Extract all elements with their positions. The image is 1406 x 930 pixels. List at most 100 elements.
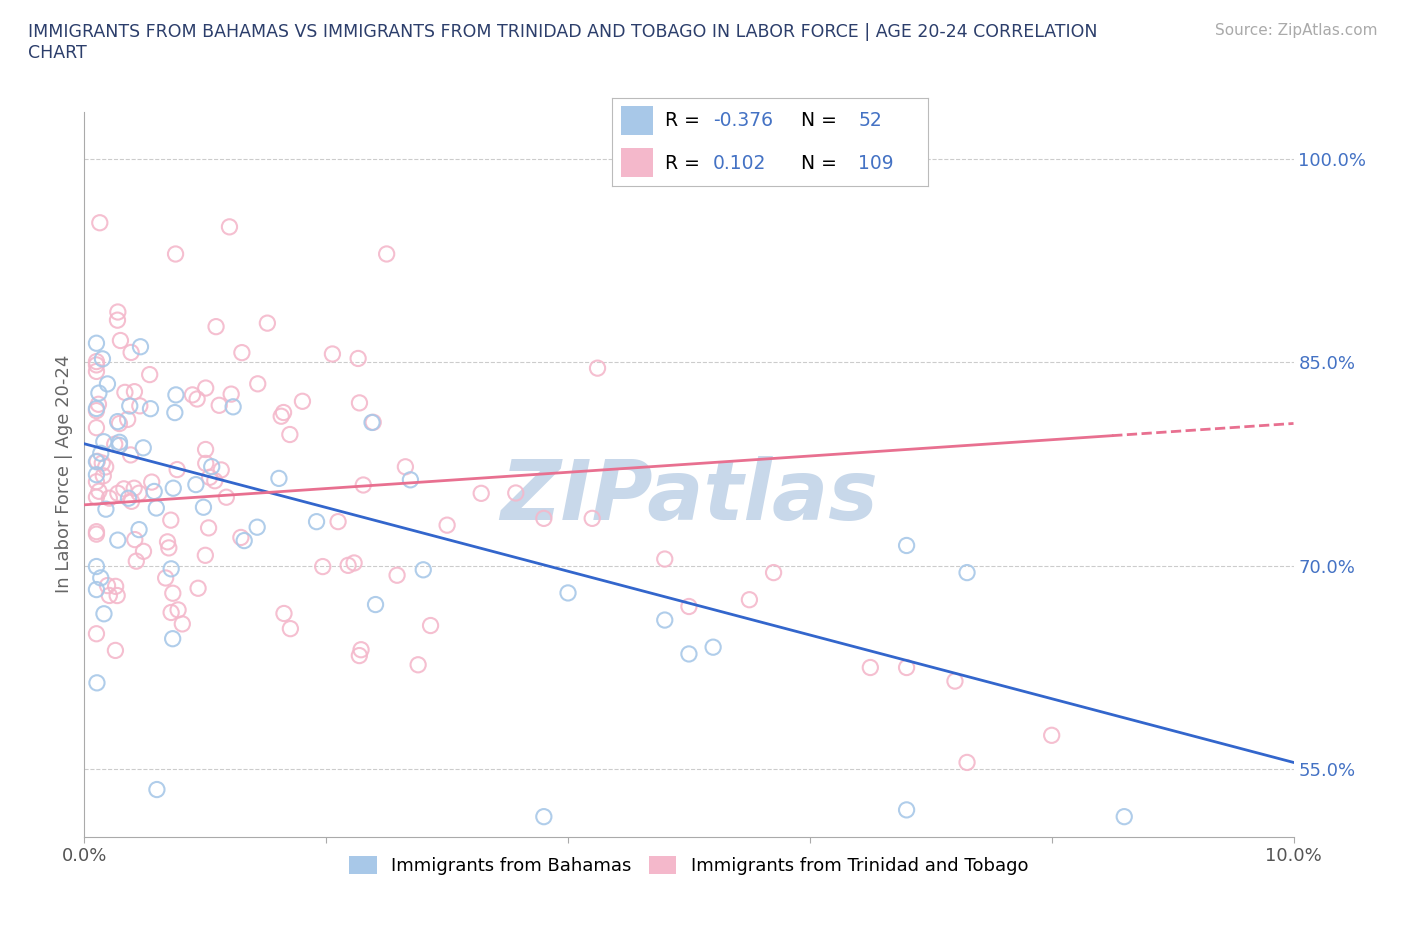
Point	[93, 434, 115, 449]
Point	[86, 404, 108, 418]
Point	[139, 401, 162, 416]
Point	[86, 559, 108, 574]
Point	[86, 364, 108, 379]
Point	[86, 336, 108, 351]
Point	[160, 605, 183, 620]
Text: Source: ZipAtlas.com: Source: ZipAtlas.com	[1215, 23, 1378, 38]
Point	[280, 621, 302, 636]
Point	[86, 357, 108, 372]
Point	[167, 603, 190, 618]
Point	[1040, 728, 1063, 743]
Point	[361, 415, 384, 430]
Point	[86, 454, 108, 469]
Point	[120, 345, 142, 360]
Point	[273, 606, 295, 621]
Point	[86, 526, 108, 541]
Point	[146, 782, 169, 797]
Point	[956, 565, 979, 580]
Point	[128, 485, 150, 500]
Point	[86, 525, 108, 539]
Point	[194, 442, 217, 457]
Point	[204, 473, 226, 488]
Point	[399, 472, 422, 487]
Point	[326, 514, 349, 529]
Point	[246, 377, 269, 392]
Point	[107, 304, 129, 319]
Bar	[621, 106, 652, 135]
Point	[246, 520, 269, 535]
Point	[86, 626, 108, 641]
Point	[86, 490, 108, 505]
Point	[96, 377, 118, 392]
Point	[86, 401, 108, 416]
Point	[229, 530, 252, 545]
Point	[215, 490, 238, 505]
Point	[165, 388, 187, 403]
Point	[86, 420, 108, 435]
Point	[163, 405, 186, 420]
Text: 109: 109	[858, 153, 894, 173]
Point	[267, 471, 290, 485]
Text: ZIPatlas: ZIPatlas	[501, 456, 877, 537]
Point	[162, 481, 184, 496]
Point	[107, 312, 129, 327]
Point	[124, 384, 146, 399]
Point	[94, 459, 117, 474]
Point	[117, 412, 139, 427]
Point	[121, 494, 143, 509]
Point	[172, 617, 194, 631]
Point	[256, 315, 278, 330]
Point	[205, 319, 228, 334]
Point	[859, 660, 882, 675]
Point	[132, 441, 155, 456]
Point	[581, 511, 603, 525]
Point	[222, 399, 245, 414]
Point	[86, 467, 108, 482]
Point	[364, 597, 387, 612]
Point	[702, 640, 724, 655]
Point	[347, 351, 370, 365]
Point	[231, 345, 253, 360]
Text: IMMIGRANTS FROM BAHAMAS VS IMMIGRANTS FROM TRINIDAD AND TOBAGO IN LABOR FORCE | : IMMIGRANTS FROM BAHAMAS VS IMMIGRANTS FR…	[28, 23, 1098, 62]
Point	[349, 395, 371, 410]
Point	[678, 646, 700, 661]
Point	[586, 361, 609, 376]
Point	[96, 578, 118, 593]
Point	[654, 613, 676, 628]
Point	[352, 478, 374, 493]
Point	[187, 581, 209, 596]
Point	[375, 246, 398, 261]
Point	[160, 562, 183, 577]
Point	[128, 398, 150, 413]
Point	[87, 386, 110, 401]
Point	[181, 388, 204, 403]
Point	[120, 447, 142, 462]
Bar	[621, 148, 652, 177]
Point	[143, 484, 166, 498]
Point	[86, 474, 108, 489]
Point	[305, 514, 328, 529]
Point	[291, 393, 314, 408]
Point	[132, 544, 155, 559]
Point	[129, 339, 152, 354]
Point	[505, 485, 527, 500]
Point	[278, 427, 301, 442]
Y-axis label: In Labor Force | Age 20-24: In Labor Force | Age 20-24	[55, 355, 73, 593]
Point	[138, 367, 160, 382]
Point	[159, 512, 181, 527]
Point	[193, 499, 215, 514]
Point	[896, 660, 918, 675]
Point	[105, 588, 128, 603]
Legend: Immigrants from Bahamas, Immigrants from Trinidad and Tobago: Immigrants from Bahamas, Immigrants from…	[342, 848, 1036, 883]
Text: R =: R =	[665, 111, 706, 130]
Point	[321, 347, 343, 362]
Text: R =: R =	[665, 153, 706, 173]
Point	[86, 354, 108, 369]
Point	[533, 511, 555, 525]
Point	[162, 631, 184, 646]
Point	[349, 648, 371, 663]
Point	[124, 532, 146, 547]
Point	[162, 586, 184, 601]
Point	[155, 570, 177, 585]
Point	[86, 582, 108, 597]
